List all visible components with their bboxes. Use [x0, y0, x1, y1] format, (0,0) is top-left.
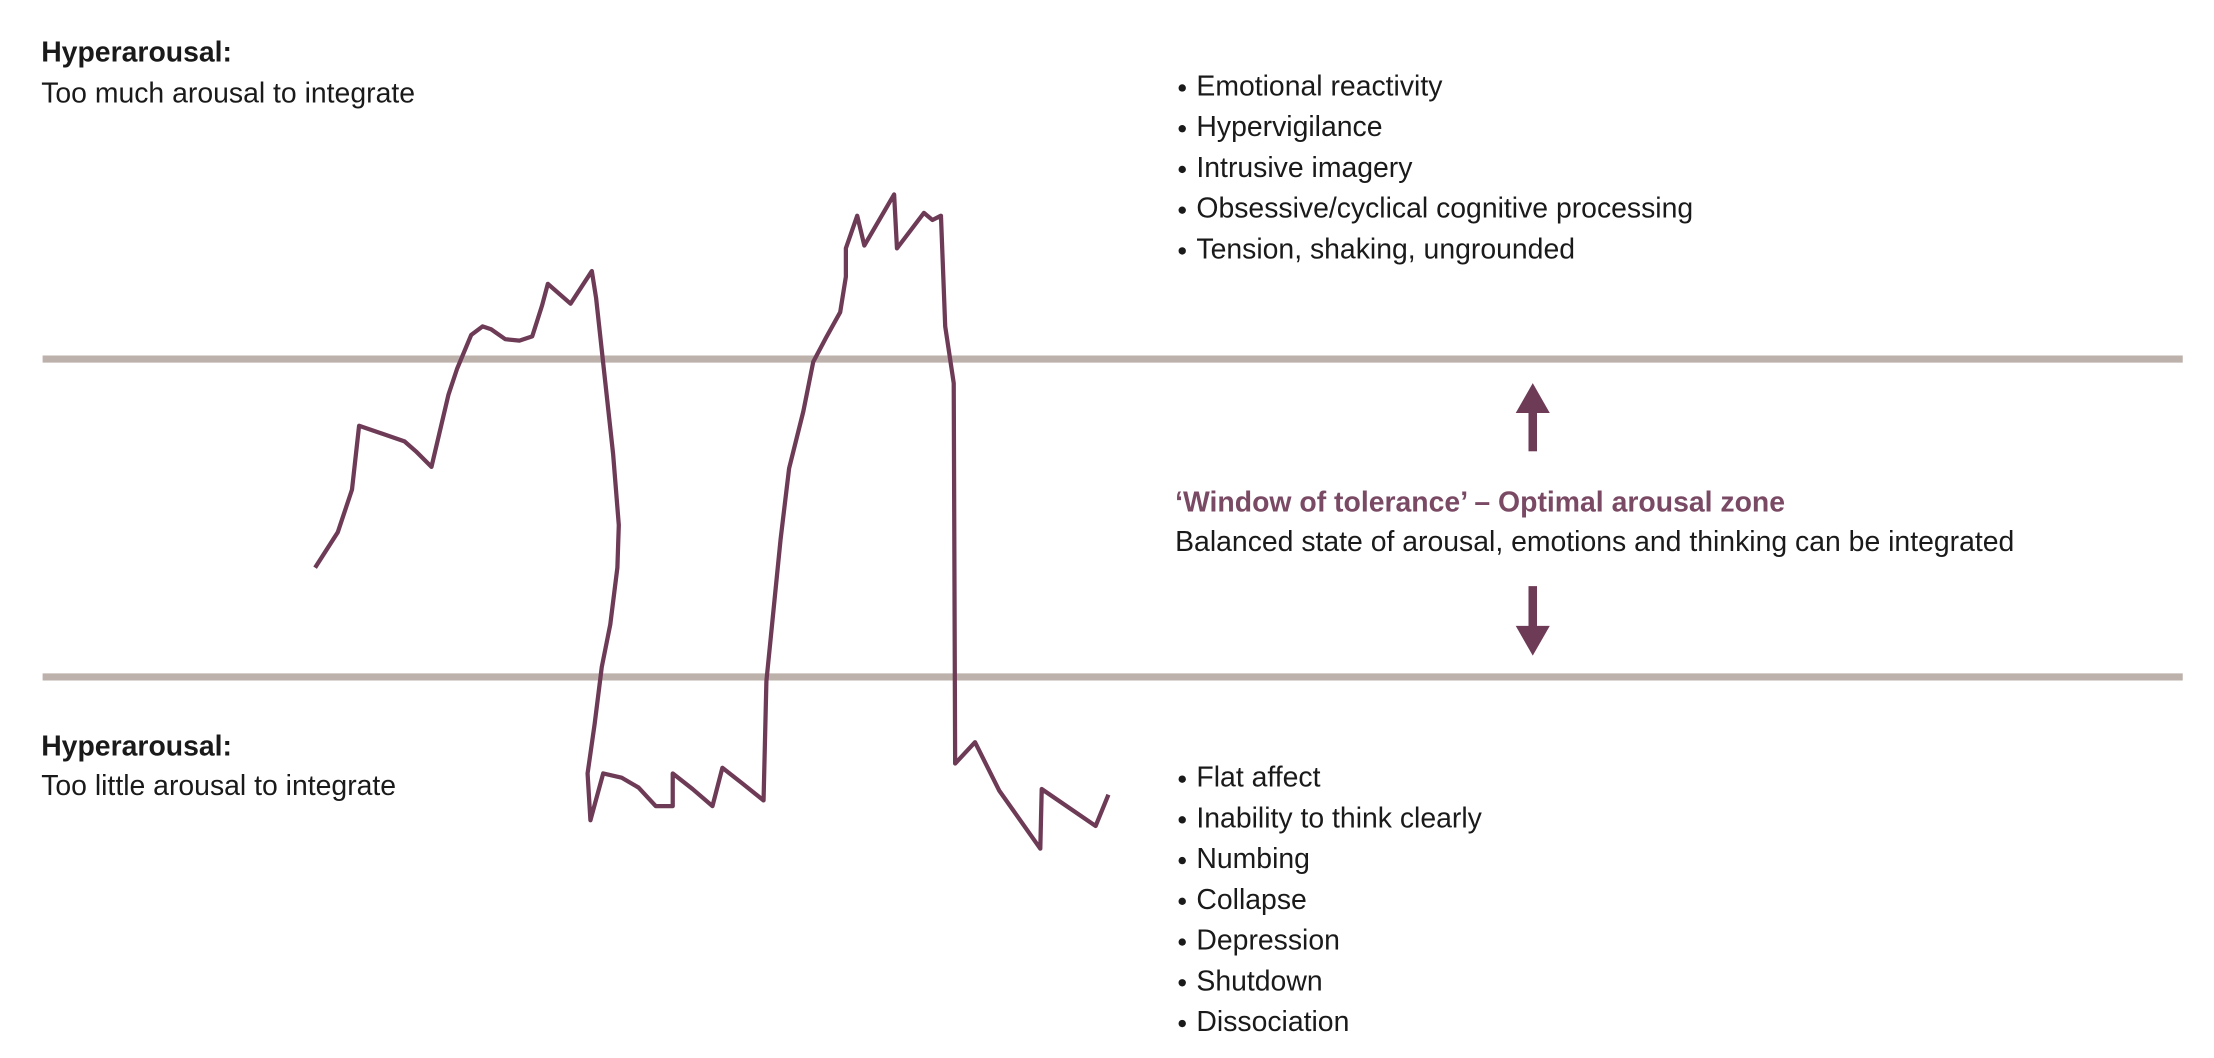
list-item: Intrusive imagery [1196, 152, 1413, 184]
list-item: Dissociation [1196, 1006, 1349, 1038]
bullet [1178, 775, 1186, 783]
list-item: Tension, shaking, ungrounded [1196, 233, 1575, 265]
list-item: Emotional reactivity [1196, 70, 1443, 102]
bullet [1178, 84, 1186, 92]
arousal-curve [313, 192, 1111, 851]
list-item: Obsessive/cyclical cognitive processing [1196, 193, 1693, 225]
bullet [1178, 856, 1186, 865]
bullet [1178, 247, 1186, 255]
bottom-left-title: Hyperarousal: [41, 730, 232, 762]
list-item: Flat affect [1196, 762, 1320, 794]
window-subtitle: Balanced state of arousal, emotions and … [1175, 526, 2014, 558]
list-item: Numbing [1196, 843, 1310, 875]
list-item: Collapse [1196, 884, 1306, 916]
down-arrow [1515, 586, 1550, 656]
bullet [1178, 979, 1186, 987]
bullet [1178, 938, 1186, 946]
bullet [1178, 125, 1186, 133]
bullet [1178, 816, 1186, 824]
up-arrow [1515, 383, 1550, 452]
list-item: Inability to think clearly [1196, 802, 1482, 834]
list-item: Depression [1196, 925, 1340, 957]
bullet [1178, 165, 1186, 174]
list-item: Hypervigilance [1196, 111, 1382, 143]
bullet [1178, 897, 1186, 906]
bullet [1178, 1019, 1186, 1028]
list-item: Shutdown [1196, 965, 1322, 997]
top-left-subtitle: Too much arousal to integrate [41, 78, 415, 110]
top-left-title: Hyperarousal: [41, 36, 232, 68]
window-title: ‘Window of tolerance’ – Optimal arousal … [1175, 486, 1785, 518]
bullet [1178, 206, 1186, 214]
bottom-left-subtitle: Too little arousal to integrate [41, 770, 396, 802]
